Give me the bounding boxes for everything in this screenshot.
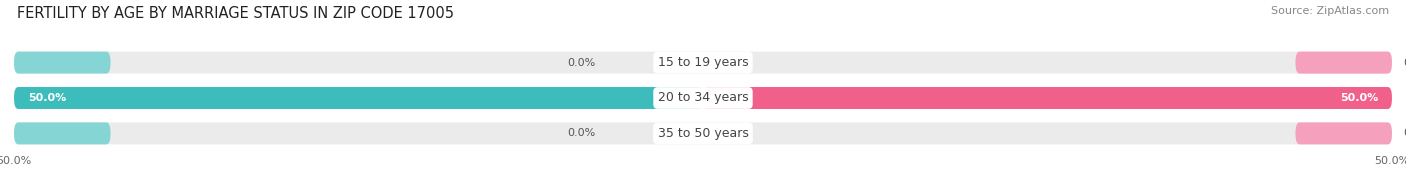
FancyBboxPatch shape [14,52,111,74]
Text: Source: ZipAtlas.com: Source: ZipAtlas.com [1271,6,1389,16]
Text: 0.0%: 0.0% [1403,128,1406,138]
FancyBboxPatch shape [14,122,1392,144]
Text: FERTILITY BY AGE BY MARRIAGE STATUS IN ZIP CODE 17005: FERTILITY BY AGE BY MARRIAGE STATUS IN Z… [17,6,454,21]
Text: 20 to 34 years: 20 to 34 years [658,92,748,104]
FancyBboxPatch shape [1295,122,1392,144]
FancyBboxPatch shape [14,52,1392,74]
Text: 35 to 50 years: 35 to 50 years [658,127,748,140]
FancyBboxPatch shape [703,87,1392,109]
FancyBboxPatch shape [14,122,111,144]
Text: 50.0%: 50.0% [28,93,66,103]
Text: 0.0%: 0.0% [1403,58,1406,68]
FancyBboxPatch shape [14,87,1392,109]
FancyBboxPatch shape [14,87,703,109]
Text: 0.0%: 0.0% [567,128,596,138]
Text: 50.0%: 50.0% [1340,93,1378,103]
FancyBboxPatch shape [1295,52,1392,74]
Text: 15 to 19 years: 15 to 19 years [658,56,748,69]
Text: 0.0%: 0.0% [567,58,596,68]
